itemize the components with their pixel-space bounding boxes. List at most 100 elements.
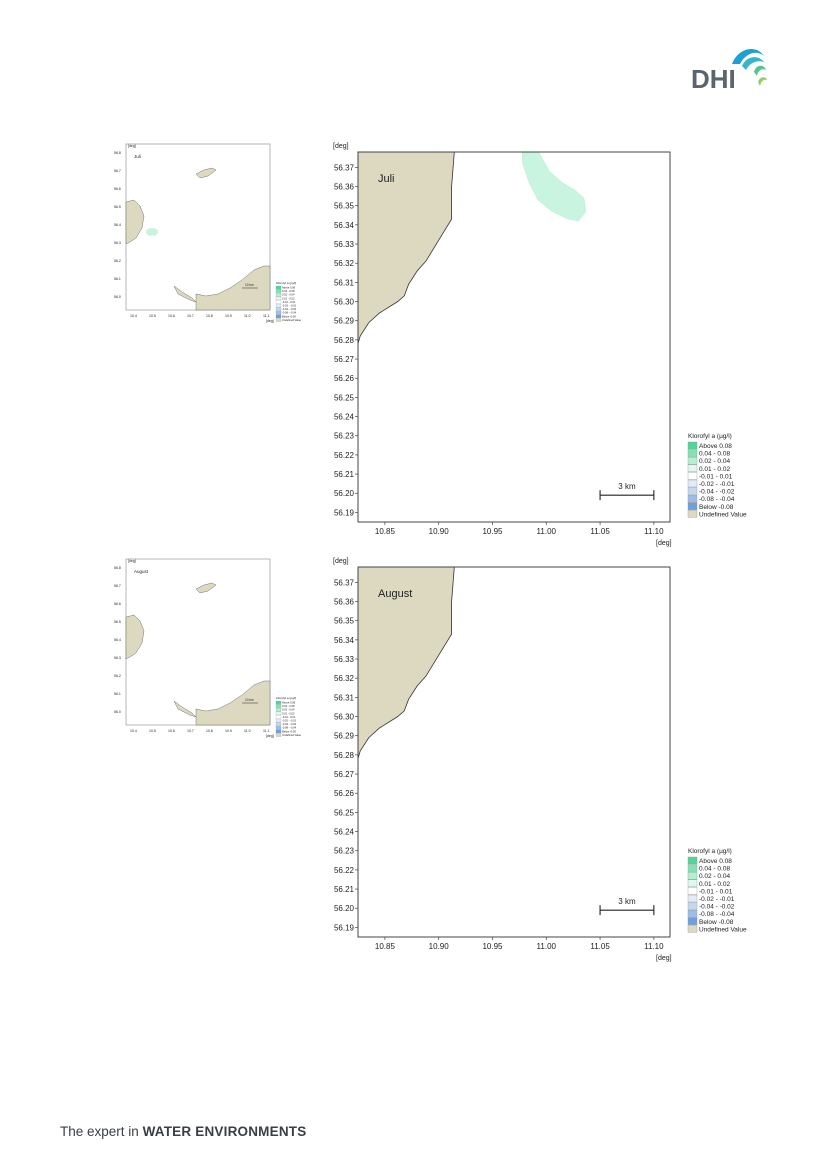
overview-x-tick-label: 10.6	[168, 729, 175, 733]
overview-legend-label: -0.01 - 0.01	[282, 715, 296, 719]
dhi-wave-icon: DHI	[691, 49, 767, 94]
overview-y-tick-label: 56.3	[114, 656, 121, 660]
x-tick-label: 10.95	[482, 527, 503, 536]
legend-label: -0.01 - 0.01	[699, 473, 733, 480]
chlorophyll-plume	[521, 151, 587, 222]
y-tick-label: 56.29	[334, 732, 355, 741]
overview-legend-swatch	[275, 722, 282, 726]
overview-y-unit-label: [deg]	[128, 144, 136, 148]
panel-august: [deg] August 56.8 56.7 56.6 56.5 56.4 56.3 56.2 5…	[0, 545, 827, 965]
main-map: August 56.37 56.36 56.35 56.34 56.33 56.32 56.3…	[333, 558, 672, 962]
overview-legend-label: 0.04 - 0.08	[282, 289, 295, 293]
overview-legend-swatch	[275, 318, 282, 322]
overview-x-tick-label: 10.9	[225, 314, 232, 318]
overview-y-tick-label: 56.8	[114, 151, 121, 155]
legend-swatch	[687, 917, 698, 925]
legend-label: Above 0.08	[699, 443, 732, 450]
x-tick-label: 10.85	[375, 527, 396, 536]
y-tick-label: 56.34	[334, 636, 355, 645]
overview-legend-label: Below -0.08	[282, 729, 296, 733]
overview-x-tick-label: 10.8	[206, 314, 213, 318]
main-map: Juli 56.37 56.36 56.35 56.34 56.33 56.32 56.31 5…	[333, 143, 672, 547]
overview-legend-swatch	[275, 293, 282, 297]
land-area	[357, 151, 455, 344]
y-tick-label: 56.32	[334, 674, 355, 683]
y-tick-label: 56.29	[334, 317, 355, 326]
overview-legend-label: Undefined Value	[282, 318, 302, 322]
overview-legend-label: 0.01 - 0.02	[282, 711, 295, 715]
y-tick-label: 56.20	[334, 904, 355, 913]
overview-land-west	[125, 614, 145, 660]
overview-legend-label: Above 0.08	[282, 286, 296, 290]
overview-legend-swatch	[275, 711, 282, 716]
legend-label: 0.01 - 0.02	[699, 466, 730, 473]
x-tick-label: 10.95	[482, 942, 503, 951]
y-tick-label: 56.28	[334, 751, 355, 760]
overview-y-tick-label: 56.8	[114, 566, 121, 570]
legend-swatch	[687, 495, 698, 503]
overview-island	[195, 167, 217, 179]
y-tick-label: 56.35	[334, 202, 355, 211]
scale-bar: 3 km	[599, 482, 655, 501]
overview-x-tick-label: 11.1	[263, 729, 270, 733]
y-tick-label: 56.22	[334, 451, 355, 460]
overview-legend-swatch	[275, 704, 282, 708]
overview-scale-bar-label: 10 km	[245, 283, 254, 287]
legend-label: -0.08 - -0.04	[699, 496, 735, 503]
overview-x-tick-label: 10.8	[206, 729, 213, 733]
legend-label: Below -0.08	[699, 919, 734, 926]
overview-x-tick-label: 10.7	[187, 314, 194, 318]
overview-legend-label: -0.02 - -0.01	[282, 719, 297, 723]
land-area	[357, 566, 455, 759]
dhi-logo-text: DHI	[691, 64, 736, 94]
overview-legend-title: Klorofyl a (µg/l)	[276, 696, 296, 700]
y-tick-label: 56.34	[334, 221, 355, 230]
overview-legend-swatch	[275, 700, 282, 705]
month-label: August	[378, 588, 412, 600]
y-tick-label: 56.30	[334, 713, 355, 722]
month-label: Juli	[378, 173, 395, 185]
y-tick-label: 56.26	[334, 789, 355, 798]
overview-y-tick-label: 56.0	[114, 295, 121, 299]
legend-label: -0.08 - -0.04	[699, 911, 735, 918]
overview-legend-label: 0.02 - 0.04	[282, 708, 295, 712]
x-tick-label: 11.10	[644, 942, 664, 951]
y-tick-label: 56.25	[334, 393, 355, 402]
overview-legend-label: Above 0.08	[282, 701, 296, 705]
scale-bar-label: 3 km	[618, 482, 636, 491]
y-tick-label: 56.32	[334, 259, 355, 268]
overview-y-tick-label: 56.4	[114, 638, 121, 642]
overview-legend-label: -0.02 - -0.01	[282, 304, 297, 308]
legend-label: -0.02 - -0.01	[699, 896, 735, 903]
legend-swatch	[687, 457, 698, 465]
y-unit-label: [deg]	[333, 558, 349, 565]
y-unit-label: [deg]	[333, 143, 349, 150]
y-tick-label: 56.33	[334, 240, 355, 249]
dhi-logo: DHI	[688, 42, 768, 94]
y-tick-label: 56.27	[334, 355, 355, 364]
overview-legend-swatch	[275, 289, 282, 293]
overview-x-tick-label: 10.6	[168, 314, 175, 318]
overview-land-southeast	[195, 265, 271, 311]
x-tick-label: 11.10	[644, 527, 664, 536]
legend-swatch	[687, 902, 698, 910]
overview-legend-swatch	[275, 307, 282, 311]
map-figure: [deg] Juli 56.8 56.7 56.6 56.5 56.4 56.3 56.2 56.…	[114, 143, 747, 547]
x-unit-label: [deg]	[656, 540, 672, 547]
legend-swatch	[687, 449, 698, 457]
y-tick-label: 56.36	[334, 598, 355, 607]
y-tick-label: 56.30	[334, 298, 355, 307]
y-tick-label: 56.23	[334, 847, 355, 856]
y-tick-label: 56.21	[334, 470, 355, 479]
overview-x-tick-label: 10.7	[187, 729, 194, 733]
y-tick-label: 56.27	[334, 770, 355, 779]
x-tick-label: 10.90	[429, 942, 450, 951]
legend-swatch	[687, 879, 698, 887]
overview-x-unit-label: [deg]	[266, 319, 274, 323]
overview-y-tick-label: 56.5	[114, 620, 121, 624]
overview-x-tick-label: 11.0	[244, 729, 251, 733]
legend-swatch	[687, 856, 698, 865]
overview-y-tick-label: 56.6	[114, 187, 121, 191]
legend-label: Undefined Value	[699, 926, 747, 933]
overview-legend-swatch	[275, 708, 282, 712]
